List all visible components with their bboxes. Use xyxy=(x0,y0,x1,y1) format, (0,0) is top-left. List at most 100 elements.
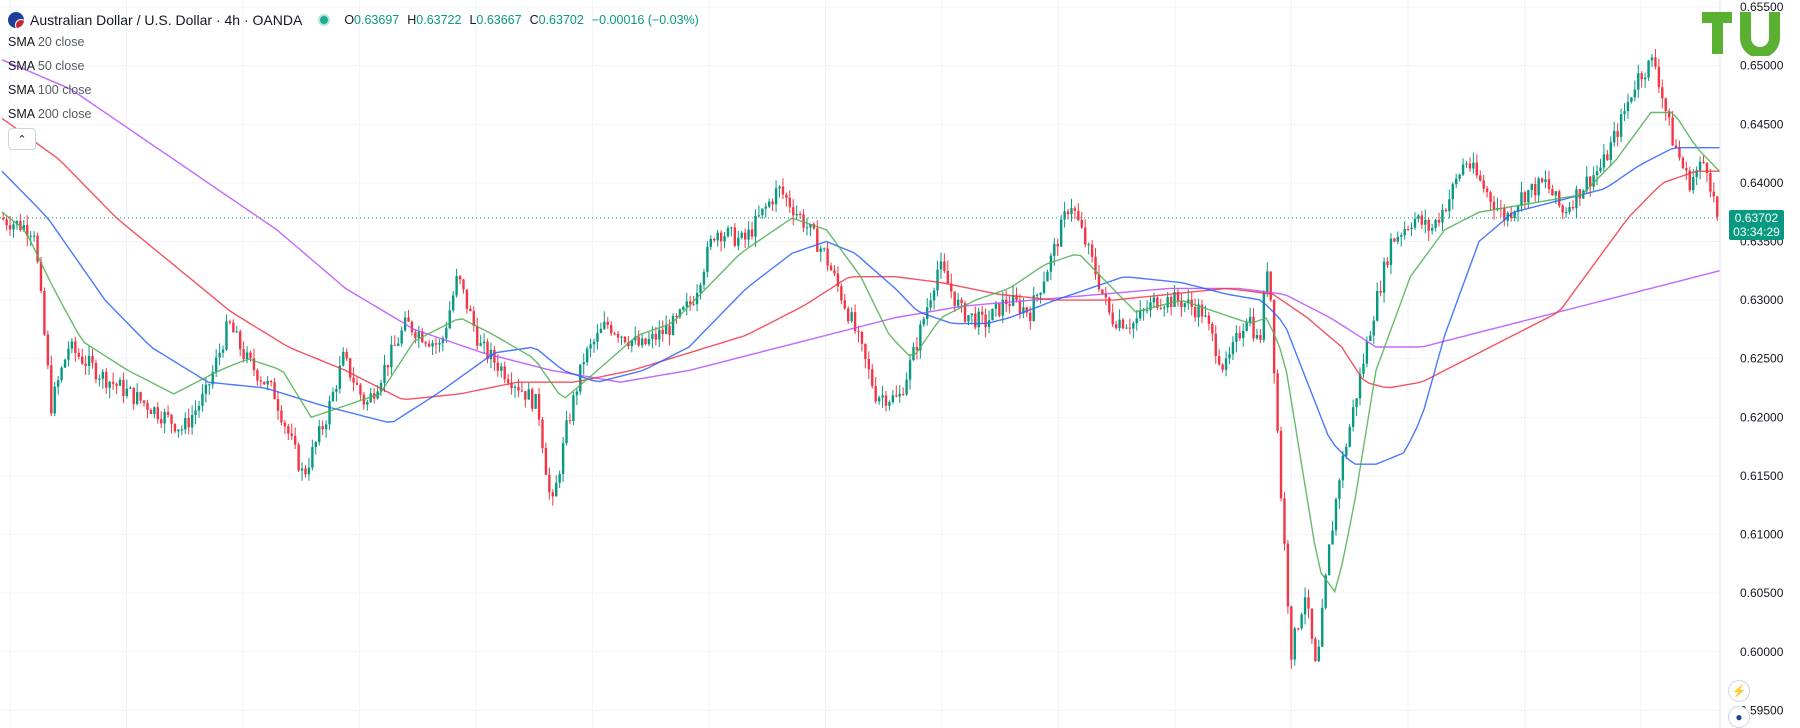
candle-body xyxy=(901,393,905,395)
candle-body xyxy=(1437,219,1441,223)
candle-body xyxy=(1702,161,1705,163)
candle-body xyxy=(204,384,208,394)
candle-body xyxy=(706,246,709,273)
candle-body xyxy=(400,330,403,344)
candle-body xyxy=(1489,192,1492,202)
candle-body xyxy=(1259,334,1262,340)
candle-body xyxy=(750,229,754,237)
candle-body xyxy=(1097,274,1101,290)
ohlc-high-value: 0.63722 xyxy=(416,13,462,27)
sma-line-sma50 xyxy=(1,147,1720,465)
candle-body xyxy=(939,261,943,270)
candle-body xyxy=(139,392,142,401)
collapse-legend-button[interactable]: ⌃ xyxy=(8,128,36,150)
candle-body xyxy=(105,371,108,388)
candle-body xyxy=(1561,205,1564,213)
ohlc-open-label: O xyxy=(344,13,355,27)
candle-body xyxy=(1527,190,1530,203)
candle-body xyxy=(486,341,489,360)
candle-body xyxy=(575,391,579,396)
candle-body xyxy=(1626,101,1630,112)
candle-body xyxy=(623,336,627,343)
candle-body xyxy=(1135,318,1138,324)
candle-body xyxy=(1393,238,1396,242)
candle-body xyxy=(558,473,561,483)
candle-body xyxy=(1080,220,1083,228)
indicator-sma-50[interactable]: SMA 50 close xyxy=(8,54,699,78)
candle-body xyxy=(348,358,352,378)
candle-body xyxy=(359,384,362,395)
candle-body xyxy=(345,351,348,359)
candle-body xyxy=(802,214,805,228)
candle-body xyxy=(163,412,166,424)
market-status-icon[interactable] xyxy=(318,14,331,26)
candle-body xyxy=(599,328,603,333)
candle-body xyxy=(379,382,383,392)
candle-body xyxy=(664,325,668,335)
candle-body xyxy=(1657,66,1661,88)
candle-body xyxy=(812,224,816,229)
candle-body xyxy=(441,338,445,343)
candle-body xyxy=(513,386,517,388)
candle-body xyxy=(242,349,245,360)
last-price-tag: 0.63702 03:34:29 xyxy=(1729,209,1784,240)
indicator-name: SMA xyxy=(8,59,35,73)
candle-body xyxy=(108,381,111,388)
candle-body xyxy=(1056,243,1059,247)
candle-body xyxy=(1630,97,1633,102)
candle-body xyxy=(1152,297,1156,303)
indicator-sma-20[interactable]: SMA 20 close xyxy=(8,30,699,54)
candle-body xyxy=(1475,162,1479,176)
candle-body xyxy=(201,393,204,407)
candle-body xyxy=(111,381,115,384)
candle-body xyxy=(1369,335,1372,341)
candle-body xyxy=(1396,236,1400,242)
flag-icon[interactable]: ● xyxy=(1728,706,1750,728)
candle-body xyxy=(180,429,184,431)
candle-body xyxy=(864,343,867,359)
candle-body xyxy=(276,399,280,411)
ohlc-values: O0.63697 H0.63722 L0.63667 C0.63702 −0.0… xyxy=(344,13,699,27)
candle-body xyxy=(32,235,36,237)
candle-body xyxy=(60,367,63,381)
symbol-title[interactable]: Australian Dollar / U.S. Dollar · 4h · O… xyxy=(8,12,302,28)
candle-body xyxy=(1355,398,1358,408)
indicator-sma-100[interactable]: SMA 100 close xyxy=(8,78,699,102)
lightning-icon[interactable]: ⚡ xyxy=(1728,680,1750,702)
candle-body xyxy=(1053,243,1056,256)
candle-body xyxy=(280,410,283,423)
candle-body xyxy=(1348,426,1351,447)
candle-body xyxy=(1345,446,1348,456)
candle-body xyxy=(269,380,273,383)
candle-body xyxy=(726,227,730,237)
candle-body xyxy=(1121,319,1125,329)
candle-body xyxy=(1692,177,1695,191)
candle-body xyxy=(1599,167,1602,172)
candle-body xyxy=(1444,209,1448,212)
candle-body xyxy=(46,334,50,366)
candle-body xyxy=(1695,170,1698,178)
candle-body xyxy=(1321,607,1324,647)
candle-body xyxy=(1654,57,1657,67)
candle-body xyxy=(1485,188,1489,193)
candle-body xyxy=(1455,178,1458,185)
sma-line-sma200 xyxy=(1,59,1720,383)
candle-body xyxy=(1248,316,1252,323)
candle-body xyxy=(929,300,932,308)
candle-body xyxy=(1643,77,1647,80)
candle-body xyxy=(1252,316,1255,339)
candle-body xyxy=(311,447,314,468)
indicator-sma-200[interactable]: SMA 200 close xyxy=(8,102,699,126)
candle-body xyxy=(1537,178,1540,196)
candle-body xyxy=(895,395,898,397)
y-axis-tick-label: 0.59500 xyxy=(1740,703,1784,717)
candle-body xyxy=(788,197,792,208)
candle-body xyxy=(1011,295,1015,306)
candle-body xyxy=(397,343,400,346)
candle-body xyxy=(740,232,743,238)
candle-body xyxy=(953,291,956,306)
candle-body xyxy=(1376,291,1379,321)
candle-body xyxy=(926,307,929,320)
candle-body xyxy=(713,238,716,241)
